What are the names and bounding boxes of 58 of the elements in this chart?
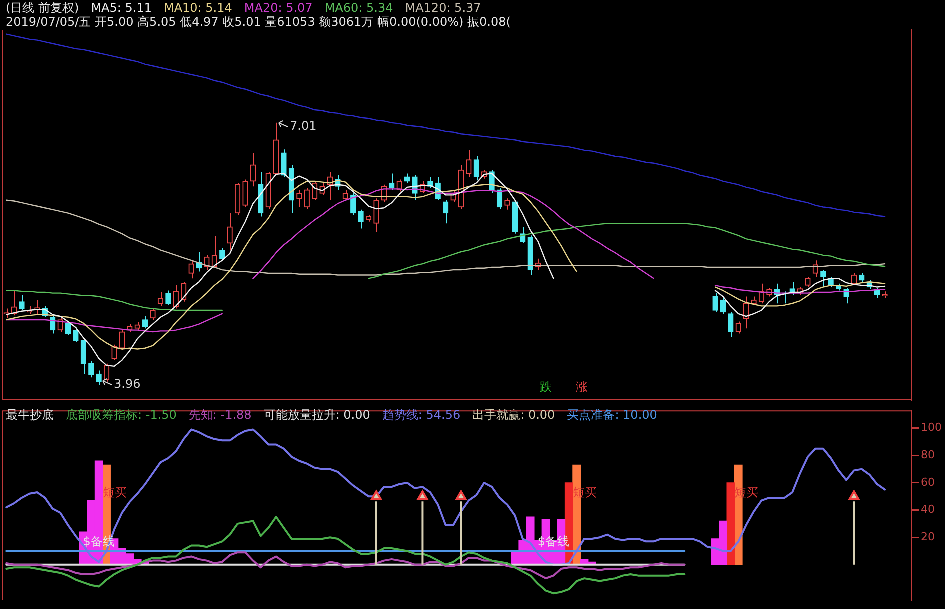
text: 买点准备: 10.00 <box>567 408 658 422</box>
candlestick <box>250 152 256 188</box>
candlestick <box>188 260 194 280</box>
candlestick <box>96 370 102 386</box>
candlestick <box>728 312 734 338</box>
candlestick <box>281 149 287 178</box>
candlestick <box>820 270 826 288</box>
text: 可能放量拉升: 0.00 <box>264 408 370 422</box>
text: MA5: 5.11 <box>91 1 152 15</box>
candlestick <box>342 190 348 201</box>
chart-subtitle: 2019/07/05/五 开5.00 高5.05 低4.97 收5.01 量61053 额3061万 幅0.00(0.00%) 振0.08( <box>6 15 511 29</box>
annotation: 3.96 <box>114 377 141 392</box>
candlestick <box>304 188 310 210</box>
annotation: 涨 <box>576 380 588 394</box>
candlestick <box>712 292 718 313</box>
candlestick <box>158 292 164 307</box>
candlestick <box>805 276 811 288</box>
text: MA60: 5.34 <box>324 1 394 15</box>
text: 出手就赢: 0.00 <box>472 408 556 422</box>
y-tick-label: 20 <box>921 530 935 544</box>
candlestick <box>204 254 210 271</box>
data-label: $备线 <box>83 534 115 548</box>
annotation: 7.01 <box>290 119 317 134</box>
text: 先知: -1.88 <box>188 408 252 422</box>
candlestick <box>4 308 10 319</box>
candlestick <box>227 212 233 251</box>
text: MA20: 5.07 <box>244 1 313 15</box>
candlestick <box>80 338 87 375</box>
candlestick <box>296 190 302 208</box>
candlestick <box>166 290 172 306</box>
candlestick <box>736 321 742 334</box>
y-tick-label: 80 <box>921 448 935 462</box>
candlestick <box>73 327 79 343</box>
text: 底部吸筹指标: -1.50 <box>66 408 177 422</box>
y-tick-label: 100 <box>921 421 942 434</box>
candlestick <box>504 198 510 210</box>
candlestick <box>474 156 480 182</box>
candlestick <box>150 308 156 320</box>
candlestick <box>112 344 118 361</box>
candlestick <box>358 209 364 230</box>
bar <box>726 482 736 566</box>
chart-title: 最牛抄底 <box>6 408 54 422</box>
candlestick <box>104 363 110 382</box>
candlestick <box>720 296 726 314</box>
candlestick <box>374 198 380 233</box>
annotation: 跌 <box>540 380 552 394</box>
candlestick <box>19 294 25 312</box>
candlestick <box>404 173 410 184</box>
text: MA120: 5.37 <box>405 1 482 15</box>
y-tick-label: 60 <box>921 476 935 489</box>
candlestick <box>242 179 248 208</box>
candlestick <box>88 360 94 378</box>
chart-title: (日线 前复权) <box>6 1 80 15</box>
y-tick-label: 40 <box>921 503 935 516</box>
candlestick <box>443 200 449 224</box>
text: MA10: 5.14 <box>164 1 232 15</box>
text: 趋势线: 54.56 <box>382 408 461 422</box>
candlestick <box>466 150 472 178</box>
